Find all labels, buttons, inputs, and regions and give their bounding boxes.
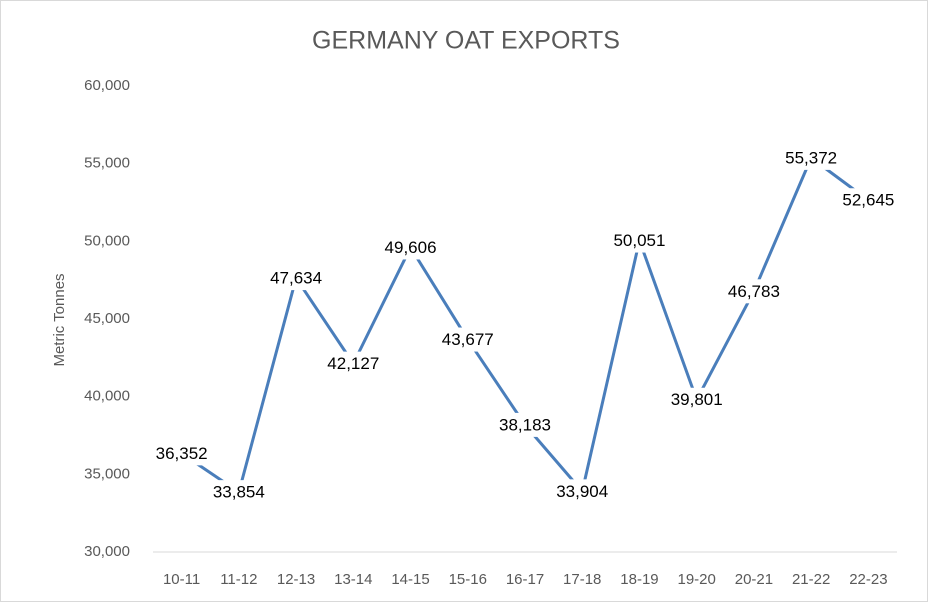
data-label: 39,801 bbox=[671, 390, 723, 409]
label-background bbox=[491, 412, 559, 437]
x-tick-label: 17-18 bbox=[563, 571, 601, 588]
y-tick-label: 55,000 bbox=[84, 155, 130, 172]
data-label: 33,854 bbox=[213, 483, 265, 502]
y-tick-label: 30,000 bbox=[84, 543, 130, 560]
data-label: 49,606 bbox=[385, 238, 437, 257]
x-tick-label: 13-14 bbox=[334, 571, 372, 588]
x-tick-label: 18-19 bbox=[620, 571, 658, 588]
y-axis-label: Metric Tonnes bbox=[51, 273, 68, 366]
label-background bbox=[719, 279, 788, 304]
data-label: 52,645 bbox=[842, 191, 894, 210]
y-tick-label: 35,000 bbox=[84, 465, 130, 482]
label-background bbox=[605, 228, 674, 253]
label-background bbox=[834, 188, 903, 213]
data-label: 42,127 bbox=[327, 354, 379, 373]
y-tick-label: 40,000 bbox=[84, 388, 130, 405]
label-background bbox=[662, 387, 731, 412]
y-tick-label: 50,000 bbox=[84, 232, 130, 249]
x-tick-label: 15-16 bbox=[449, 571, 487, 588]
x-tick-label: 11-12 bbox=[220, 571, 257, 588]
data-label: 38,183 bbox=[499, 415, 551, 434]
x-tick-label: 10-11 bbox=[163, 571, 200, 588]
data-label: 50,051 bbox=[613, 231, 665, 250]
label-background bbox=[204, 480, 273, 505]
data-label: 47,634 bbox=[270, 269, 322, 288]
label-background bbox=[319, 351, 388, 376]
x-tick-label: 20-21 bbox=[735, 571, 773, 588]
x-tick-label: 14-15 bbox=[391, 571, 429, 588]
data-label: 43,677 bbox=[442, 330, 494, 349]
label-background bbox=[376, 235, 445, 260]
data-label: 46,783 bbox=[728, 282, 780, 301]
data-label: 55,372 bbox=[785, 148, 837, 167]
data-label: 36,352 bbox=[156, 444, 208, 463]
data-label: 33,904 bbox=[556, 482, 608, 501]
x-tick-label: 21-22 bbox=[792, 571, 830, 588]
label-background bbox=[777, 145, 846, 170]
x-tick-label: 16-17 bbox=[506, 571, 544, 588]
label-background bbox=[147, 441, 216, 466]
chart-title: GERMANY OAT EXPORTS bbox=[312, 27, 620, 55]
y-tick-label: 60,000 bbox=[84, 77, 130, 94]
x-tick-label: 22-23 bbox=[849, 571, 887, 588]
label-background bbox=[548, 479, 617, 504]
x-tick-label: 19-20 bbox=[678, 571, 716, 588]
x-tick-label: 12-13 bbox=[277, 571, 315, 588]
y-tick-label: 45,000 bbox=[84, 310, 130, 327]
label-background bbox=[262, 266, 331, 291]
label-background bbox=[433, 327, 502, 352]
